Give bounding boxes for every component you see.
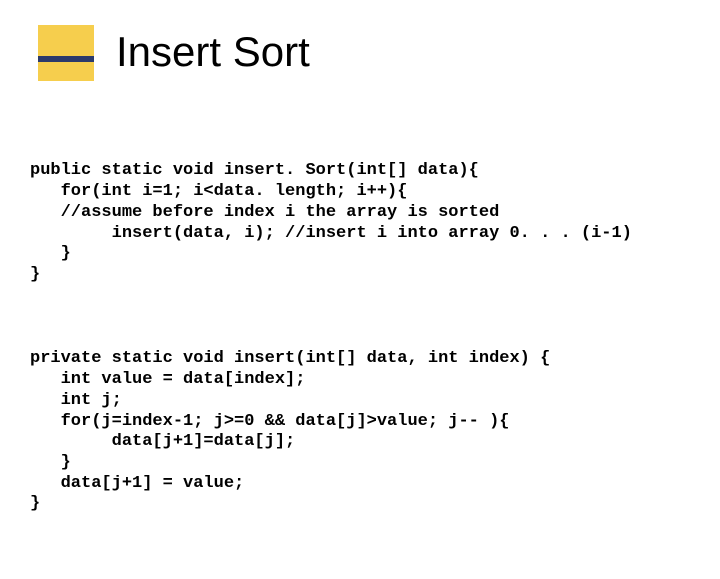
code-line: int j; <box>30 391 122 410</box>
code-line: //assume before index i the array is sor… <box>30 203 499 222</box>
accent-line <box>38 56 94 62</box>
code-area: public static void insert. Sort(int[] da… <box>20 120 700 579</box>
code-line: data[j+1]=data[j]; <box>30 432 295 451</box>
code-line: private static void insert(int[] data, i… <box>30 349 550 368</box>
code-line: for(int i=1; i<data. length; i++){ <box>30 182 407 201</box>
page-title: Insert Sort <box>116 28 310 76</box>
title-area: Insert Sort <box>20 20 700 90</box>
code-line: int value = data[index]; <box>30 370 305 389</box>
code-block-1: public static void insert. Sort(int[] da… <box>30 161 700 285</box>
slide: Insert Sort public static void insert. S… <box>0 0 720 540</box>
code-line: } <box>30 453 71 472</box>
code-line: insert(data, i); //insert i into array 0… <box>30 224 632 243</box>
code-block-2: private static void insert(int[] data, i… <box>30 349 700 515</box>
code-line: } <box>30 494 40 513</box>
code-line: data[j+1] = value; <box>30 474 244 493</box>
accent-square <box>38 25 94 81</box>
code-line: for(j=index-1; j>=0 && data[j]>value; j-… <box>30 412 509 431</box>
code-line: } <box>30 265 40 284</box>
code-line: public static void insert. Sort(int[] da… <box>30 161 479 180</box>
code-line: } <box>30 244 71 263</box>
